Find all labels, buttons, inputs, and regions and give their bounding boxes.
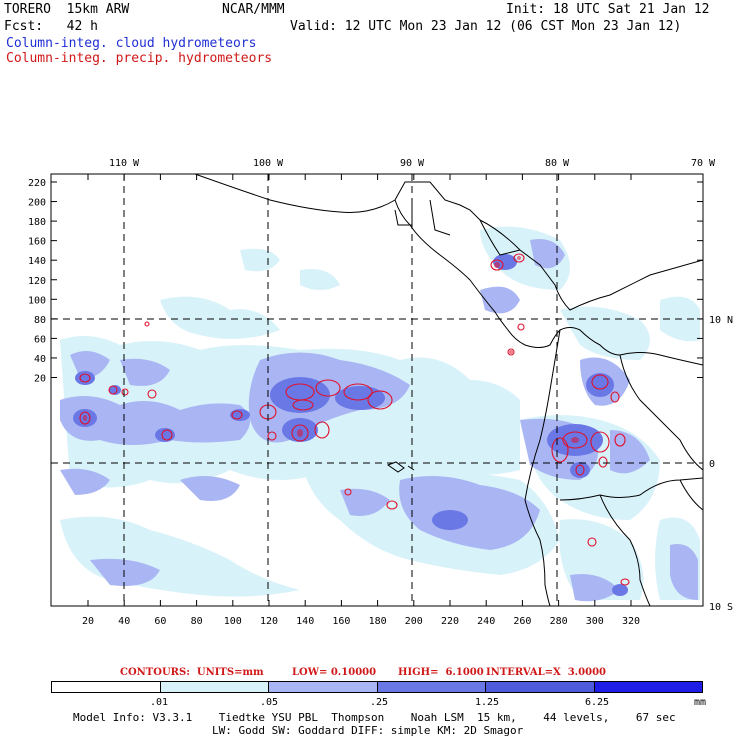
cbar-label-2: .05: [260, 697, 279, 708]
y-index-label: 200: [28, 198, 46, 209]
x-index-label: 40: [118, 616, 130, 627]
latitude-label: 10 N: [709, 315, 733, 326]
color-bar-segment: [376, 682, 485, 692]
x-index-label: 160: [332, 616, 350, 627]
x-index-label: 140: [296, 616, 314, 627]
model-info-line1: Model Info: V3.3.1 Tiedtke YSU PBL Thomp…: [73, 711, 676, 724]
valid-time: Valid: 12 UTC Mon 23 Jan 12 (06 CST Mon …: [290, 19, 682, 34]
y-index-label: 20: [34, 374, 46, 385]
model-info-line2: LW: Godd SW: Goddard DIFF: simple KM: 2D…: [212, 724, 524, 737]
x-index-label: 240: [477, 616, 495, 627]
cbar-label-5: 6.25: [585, 697, 610, 708]
longitude-label: 110 W: [109, 158, 140, 169]
x-index-label: 120: [260, 616, 278, 627]
cloud-field: [51, 174, 703, 606]
y-index-label: 180: [28, 217, 46, 228]
center-label: NCAR/MMM: [222, 2, 285, 17]
longitude-label: 70 W: [691, 158, 716, 169]
forecast-hour: Fcst: 42 h: [4, 19, 98, 34]
latitude-label: 0: [709, 459, 715, 470]
x-index-labels: 20 40 60 80 100 120 140 160 180 200 220 240 260 280 30…: [82, 616, 640, 627]
color-bar: [51, 681, 703, 693]
init-time: Init: 18 UTC Sat 21 Jan 12: [506, 2, 710, 17]
x-index-label: 100: [224, 616, 242, 627]
x-index-label: 20: [82, 616, 94, 627]
color-bar-segment: [52, 682, 160, 692]
color-bar-segment: [268, 682, 377, 692]
x-index-label: 180: [369, 616, 387, 627]
latitude-label: 10 S: [709, 602, 733, 613]
x-index-label: 280: [550, 616, 568, 627]
contours-low: LOW= 0.10000: [292, 667, 377, 678]
contours-high: HIGH= 6.1000: [398, 667, 484, 678]
model-title: TORERO 15km ARW: [4, 2, 130, 17]
cbar-label-1: .01: [150, 697, 169, 708]
latitude-labels: 10 N 0 10 S: [709, 315, 733, 613]
y-index-label: 40: [34, 354, 46, 365]
x-index-label: 60: [154, 616, 166, 627]
x-index-label: 260: [513, 616, 531, 627]
x-index-label: 80: [191, 616, 203, 627]
graticule: [51, 174, 703, 606]
y-index-label: 60: [34, 334, 46, 345]
contours-units: CONTOURS: UNITS=mm: [120, 667, 264, 678]
color-bar-segment: [593, 682, 702, 692]
x-index-label: 200: [405, 616, 423, 627]
cbar-unit: mm: [694, 697, 707, 708]
y-index-labels: 220 200 180 160 140 120 100 80 60 40 20: [28, 178, 46, 385]
y-index-label: 80: [34, 315, 46, 326]
longitude-label: 80 W: [545, 158, 570, 169]
field-label-cloud: Column-integ. cloud hydrometeors: [6, 36, 257, 51]
y-index-label: 120: [28, 276, 46, 287]
x-index-label: 320: [622, 616, 640, 627]
color-bar-segment: [159, 682, 268, 692]
longitude-labels: 110 W 100 W 90 W 80 W 70 W: [109, 158, 716, 169]
y-index-label: 140: [28, 256, 46, 267]
field-label-precip: Column-integ. precip. hydrometeors: [6, 51, 273, 66]
cbar-label-3: .25: [370, 697, 389, 708]
y-index-label: 220: [28, 178, 46, 189]
longitude-label: 100 W: [253, 158, 284, 169]
axis-ticks: [51, 174, 703, 606]
precip-contours: [79, 253, 630, 586]
x-index-label: 220: [441, 616, 459, 627]
cbar-label-4: 1.25: [475, 697, 500, 708]
contours-interval: INTERVAL=X 3.0000: [486, 667, 606, 678]
y-index-label: 100: [28, 295, 46, 306]
color-bar-segment: [485, 682, 594, 692]
longitude-label: 90 W: [400, 158, 425, 169]
y-index-label: 160: [28, 237, 46, 248]
plot-frame: [50, 173, 704, 607]
x-index-label: 300: [586, 616, 604, 627]
